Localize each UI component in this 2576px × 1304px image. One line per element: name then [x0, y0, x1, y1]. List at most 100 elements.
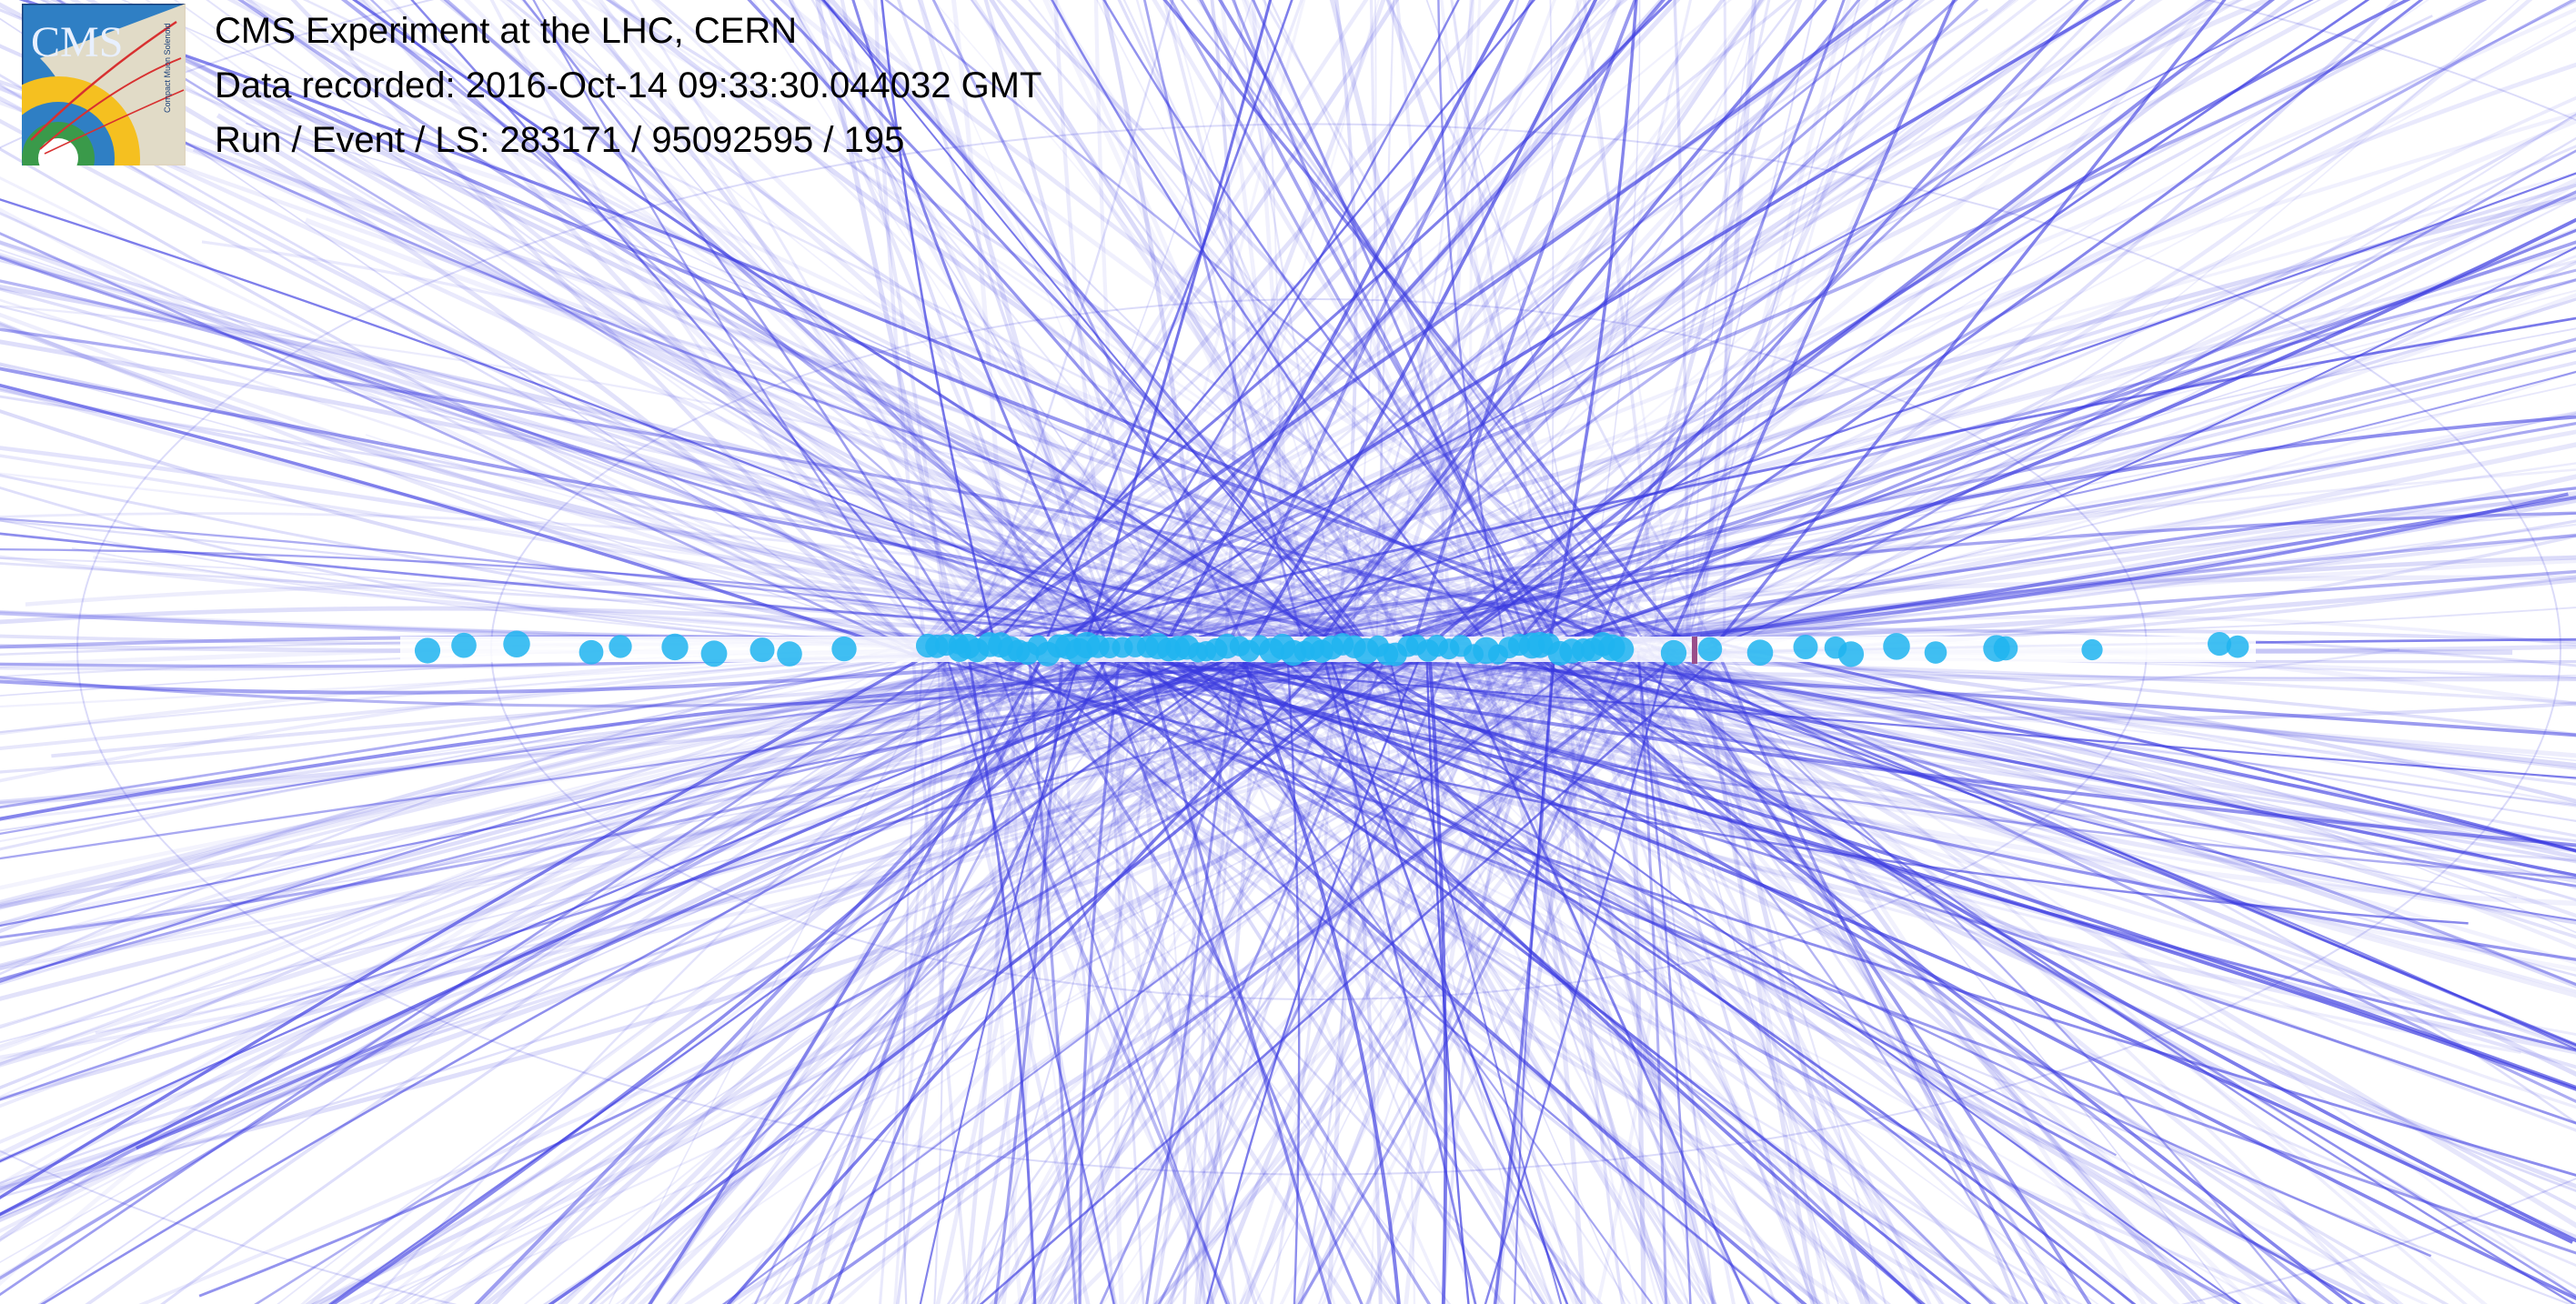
- particle-track: [1395, 640, 2576, 838]
- particle-track: [1273, 0, 2480, 660]
- particle-track: [0, 657, 1052, 822]
- particle-track: [987, 637, 1228, 1304]
- particle-track: [1610, 657, 2576, 679]
- particle-track: [85, 636, 1062, 1304]
- particle-track: [237, 0, 1369, 656]
- particle-track: [933, 644, 944, 1304]
- particle-track: [0, 83, 1008, 648]
- particle-track: [1219, 0, 1303, 643]
- particle-track: [1426, 637, 2576, 1192]
- particle-track: [1230, 653, 1926, 1304]
- particle-track: [941, 660, 1092, 1304]
- particle-track: [1434, 0, 2576, 651]
- particle-track: [0, 562, 1322, 640]
- particle-track: [0, 657, 1680, 1191]
- particle-track: [0, 512, 1424, 638]
- particle-track: [1700, 496, 2576, 638]
- particle-track: [880, 0, 996, 643]
- particle-track: [901, 645, 926, 1304]
- vertex-marker: [609, 635, 632, 658]
- particle-track: [1182, 645, 1249, 1304]
- particle-track: [820, 657, 1658, 1304]
- particle-track: [1484, 646, 1671, 1304]
- particle-track: [873, 0, 928, 651]
- particle-track: [0, 645, 1062, 910]
- particle-track: [1586, 227, 2576, 653]
- particle-track: [1509, 654, 2576, 884]
- particle-track: [0, 259, 1339, 641]
- particle-track: [1092, 0, 1460, 641]
- particle-track: [851, 0, 1110, 647]
- particle-track: [943, 0, 2019, 657]
- particle-track: [1004, 511, 2576, 663]
- particle-track: [1243, 638, 1509, 1304]
- particle-track: [1693, 638, 1831, 1304]
- particle-track: [1271, 640, 2576, 771]
- particle-track: [1052, 653, 1500, 1304]
- particle-track: [216, 113, 1450, 647]
- particle-track: [1156, 0, 1958, 657]
- particle-track: [1200, 657, 2576, 1036]
- particle-track: [523, 657, 1349, 1304]
- particle-track: [1642, 657, 1715, 1304]
- particle-track: [1004, 636, 2083, 1304]
- particle-track: [1286, 657, 1301, 1304]
- particle-track: [0, 641, 1678, 970]
- particle-track: [541, 0, 1107, 657]
- particle-track: [753, 649, 1089, 1304]
- particle-track: [1518, 636, 2576, 1051]
- particle-track: [1434, 0, 1474, 646]
- particle-track: [788, 0, 1207, 650]
- particle-track: [1318, 636, 1519, 1304]
- particle-track: [1580, 650, 1736, 1304]
- particle-track: [1182, 658, 2099, 1304]
- particle-track: [1395, 0, 1454, 649]
- particle-track: [1585, 640, 1866, 1304]
- particle-track: [951, 0, 1010, 656]
- particle-track: [629, 0, 1015, 657]
- particle-track: [0, 651, 924, 1186]
- particle-track: [1542, 647, 2576, 807]
- particle-track: [723, 652, 1719, 1304]
- particle-track: [443, 0, 1126, 648]
- particle-track: [1555, 181, 2576, 649]
- particle-track: [1464, 651, 2576, 1078]
- particle-track: [1123, 642, 1336, 1304]
- particle-track: [0, 95, 1130, 647]
- particle-track: [926, 643, 1891, 1304]
- particle-track: [0, 647, 949, 832]
- particle-track: [1574, 217, 2576, 637]
- particle-track: [0, 643, 1047, 748]
- particle-track: [1684, 246, 2576, 660]
- particle-track: [560, 637, 1219, 1304]
- particle-track: [1398, 0, 2295, 649]
- particle-track: [1404, 650, 1514, 1304]
- particle-track: [0, 648, 919, 1098]
- particle-track: [0, 79, 1635, 661]
- particle-track: [988, 0, 2154, 653]
- particle-track: [1233, 636, 1401, 1304]
- particle-track: [0, 653, 1469, 1163]
- particle-track: [590, 0, 1277, 645]
- vertex-marker: [661, 633, 689, 661]
- particle-track: [340, 0, 1188, 664]
- particle-track: [977, 654, 2576, 1255]
- particle-track: [934, 652, 1233, 1304]
- particle-track: [598, 0, 989, 643]
- particle-track: [506, 0, 1551, 650]
- vertex-marker: [414, 637, 441, 664]
- particle-track: [1349, 0, 1377, 661]
- particle-track: [1189, 637, 2576, 972]
- particle-track: [1575, 0, 1685, 664]
- particle-track: [1321, 0, 1556, 641]
- particle-track: [0, 387, 1169, 650]
- particle-track: [1323, 657, 1927, 1304]
- experiment-label: CMS Experiment at the LHC, CERN: [215, 11, 798, 51]
- particle-track: [1239, 640, 1429, 1304]
- particle-track: [950, 635, 1215, 1304]
- particle-track: [1442, 0, 2136, 652]
- particle-track: [302, 0, 1619, 647]
- particle-track: [1040, 0, 1293, 654]
- particle-track: [1589, 645, 2576, 862]
